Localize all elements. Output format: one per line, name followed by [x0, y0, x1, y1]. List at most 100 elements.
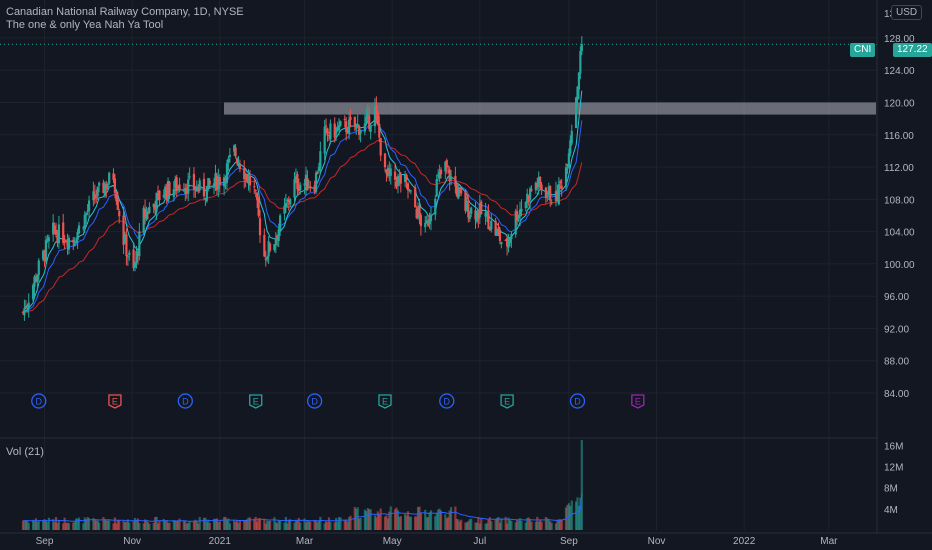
volume-bar: [142, 523, 145, 530]
volume-histogram: [21, 440, 583, 530]
candle-body: [296, 174, 299, 190]
volume-bar: [86, 516, 89, 530]
volume-bar: [204, 517, 207, 530]
candle-body: [383, 153, 387, 168]
volume-bar: [467, 521, 470, 530]
candle-body: [426, 223, 430, 226]
volume-bar: [217, 522, 220, 530]
candle-body: [227, 158, 230, 163]
volume-bar: [44, 520, 48, 530]
candle-body: [303, 183, 306, 186]
candle-body: [96, 186, 99, 197]
earnings-shape: [108, 394, 122, 409]
candle-body: [212, 183, 216, 188]
volume-bar: [27, 522, 30, 530]
candle-body: [279, 215, 282, 232]
volume-bar: [245, 519, 249, 530]
candle-body: [26, 305, 29, 308]
candle-body: [118, 210, 121, 217]
volume-bar: [34, 518, 38, 530]
volume-bar: [253, 518, 256, 530]
volume-bar: [426, 517, 430, 530]
candle-body: [425, 220, 428, 224]
last-price-tag: 127.22: [893, 43, 932, 57]
resistance-zone[interactable]: [224, 102, 876, 115]
candle-body: [228, 154, 231, 158]
volume-bar: [347, 517, 351, 530]
volume-bar: [21, 520, 25, 530]
volume-bar: [520, 520, 523, 530]
volume-bar: [343, 520, 346, 530]
candle-body: [480, 201, 483, 215]
candle-body: [299, 184, 302, 191]
volume-bar: [517, 520, 520, 530]
candle-body: [135, 251, 138, 263]
volume-bar: [138, 523, 141, 530]
candle-body: [569, 140, 572, 154]
candle-body: [405, 174, 408, 181]
grid-lines: [0, 0, 877, 530]
candle-body: [356, 124, 359, 126]
candle-body: [204, 197, 207, 199]
time-tick-label: 2022: [733, 536, 756, 547]
volume-bar: [359, 517, 362, 530]
ticker-tag: CNI: [850, 43, 876, 57]
candle-body: [418, 205, 421, 217]
candle-body: [187, 179, 190, 194]
candle-body: [73, 243, 76, 246]
candle-body: [215, 175, 219, 191]
candle-body: [82, 227, 85, 229]
volume-bar: [418, 506, 421, 530]
volume-bar: [530, 521, 533, 530]
volume-bar: [550, 522, 553, 530]
volume-bar: [294, 519, 298, 530]
volume-bar: [438, 508, 441, 530]
currency-badge[interactable]: USD: [891, 5, 923, 20]
candle-body: [516, 211, 519, 221]
earnings-marker: E: [631, 394, 645, 409]
volume-bar: [164, 521, 167, 530]
candle-body: [455, 185, 458, 197]
candle-body: [208, 180, 211, 185]
price-tick-label: 100.00: [884, 260, 915, 271]
volume-bar: [256, 521, 259, 530]
volume-bar: [274, 522, 277, 530]
candle-body: [267, 241, 270, 257]
volume-bar: [500, 518, 503, 530]
volume-bar: [363, 509, 366, 530]
candle-body: [276, 235, 279, 239]
candle-body: [416, 207, 420, 219]
candle-body: [63, 241, 66, 243]
volume-bar: [98, 522, 101, 530]
volume-bar: [103, 519, 106, 530]
volume-ma-line: [23, 492, 583, 522]
volume-bar: [95, 520, 98, 530]
volume-bar: [335, 517, 338, 530]
volume-bar: [369, 509, 372, 530]
candle-body: [314, 172, 318, 192]
volume-bar: [465, 522, 468, 530]
candle-body: [475, 210, 479, 222]
volume-bar: [188, 521, 191, 530]
candle-body: [175, 177, 178, 191]
volume-tick-label: 12M: [884, 462, 903, 473]
volume-bar: [546, 518, 549, 530]
volume-bar: [87, 518, 91, 530]
volume-bar: [329, 521, 332, 530]
time-tick-label: Nov: [123, 536, 141, 547]
volume-bar: [375, 517, 378, 530]
candle-body: [404, 174, 407, 183]
volume-bar: [177, 520, 180, 530]
candle-body: [495, 229, 499, 236]
candle-body: [95, 197, 98, 199]
candlesticks: [21, 36, 583, 321]
candle-body: [467, 203, 470, 218]
volume-bar: [579, 497, 582, 530]
candle-body: [263, 234, 266, 257]
candle-body: [507, 240, 510, 248]
candle-body: [27, 302, 30, 309]
candle-body: [294, 176, 298, 180]
candle-body: [54, 229, 58, 235]
volume-bar: [474, 522, 477, 530]
